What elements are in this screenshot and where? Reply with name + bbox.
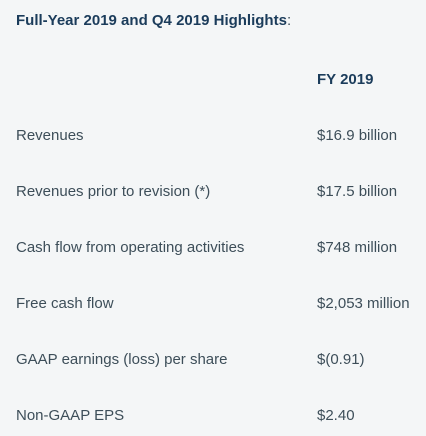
- table-row: Revenues prior to revision (*) $17.5 bil…: [0, 183, 426, 203]
- row-value: $16.9 billion: [317, 127, 398, 144]
- row-value: $748 million: [317, 239, 398, 256]
- table-row: GAAP earnings (loss) per share $(0.91): [0, 351, 426, 371]
- column-header-fy2019: FY 2019: [317, 71, 374, 88]
- table-row: Revenues $16.9 billion: [0, 127, 426, 147]
- row-label: Revenues: [16, 127, 84, 144]
- table-row: Cash flow from operating activities $748…: [0, 239, 426, 259]
- row-value: $17.5 billion: [317, 183, 398, 200]
- row-label: Cash flow from operating activities: [16, 239, 245, 256]
- row-value: $2.40: [317, 407, 355, 424]
- row-value: $2,053 million: [317, 295, 410, 312]
- row-value: $(0.91): [317, 351, 365, 368]
- row-label: Free cash flow: [16, 295, 114, 312]
- row-label: Revenues prior to revision (*): [16, 183, 211, 200]
- table-row: Non-GAAP EPS $2.40: [0, 407, 426, 427]
- title-colon: :: [286, 12, 292, 29]
- title-text: Full-Year 2019 and Q4 2019 Highlights: [16, 12, 287, 29]
- table-row: Free cash flow $2,053 million: [0, 295, 426, 315]
- row-label: GAAP earnings (loss) per share: [16, 351, 228, 368]
- page-title: Full-Year 2019 and Q4 2019 Highlights:: [16, 12, 291, 29]
- row-label: Non-GAAP EPS: [16, 407, 125, 424]
